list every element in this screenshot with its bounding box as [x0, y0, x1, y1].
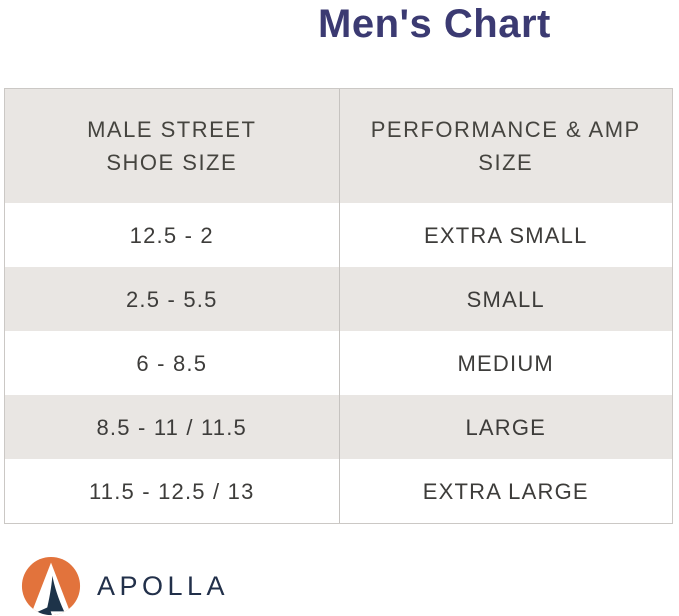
size-chart-table: MALE STREET SHOE SIZE PERFORMANCE & AMP …	[4, 88, 673, 524]
table-row: 8.5 - 11 / 11.5 LARGE	[5, 395, 672, 459]
amp-size-cell: MEDIUM	[338, 331, 673, 395]
shoe-size-cell: 11.5 - 12.5 / 13	[88, 478, 255, 504]
table-row: 2.5 - 5.5 SMALL	[5, 267, 672, 331]
amp-size-cell: EXTRA LARGE	[338, 459, 673, 523]
table-row: 6 - 8.5 MEDIUM	[5, 331, 672, 395]
table-row: 12.5 - 2 EXTRA SMALL	[5, 203, 672, 267]
table-header-row: MALE STREET SHOE SIZE PERFORMANCE & AMP …	[5, 89, 672, 203]
shoe-size-cell: 8.5 - 11 / 11.5	[96, 414, 247, 440]
brand-name: APOLLA	[97, 571, 230, 601]
page-title: Men's Chart	[318, 2, 551, 46]
shoe-size-cell: 12.5 - 2	[129, 222, 214, 248]
brand-footer: APOLLA	[21, 556, 229, 616]
column-header-performance-amp-size: PERFORMANCE & AMP SIZE	[338, 89, 673, 203]
amp-size-cell: LARGE	[338, 395, 673, 459]
shoe-size-cell: 6 - 8.5	[136, 350, 208, 376]
column-header-shoe-size: MALE STREET SHOE SIZE	[87, 117, 257, 175]
shoe-size-cell: 2.5 - 5.5	[125, 286, 218, 312]
apolla-mountain-a-icon	[21, 556, 81, 616]
amp-size-cell: SMALL	[338, 267, 673, 331]
amp-size-cell: EXTRA SMALL	[338, 203, 673, 267]
table-row: 11.5 - 12.5 / 13 EXTRA LARGE	[5, 459, 672, 523]
